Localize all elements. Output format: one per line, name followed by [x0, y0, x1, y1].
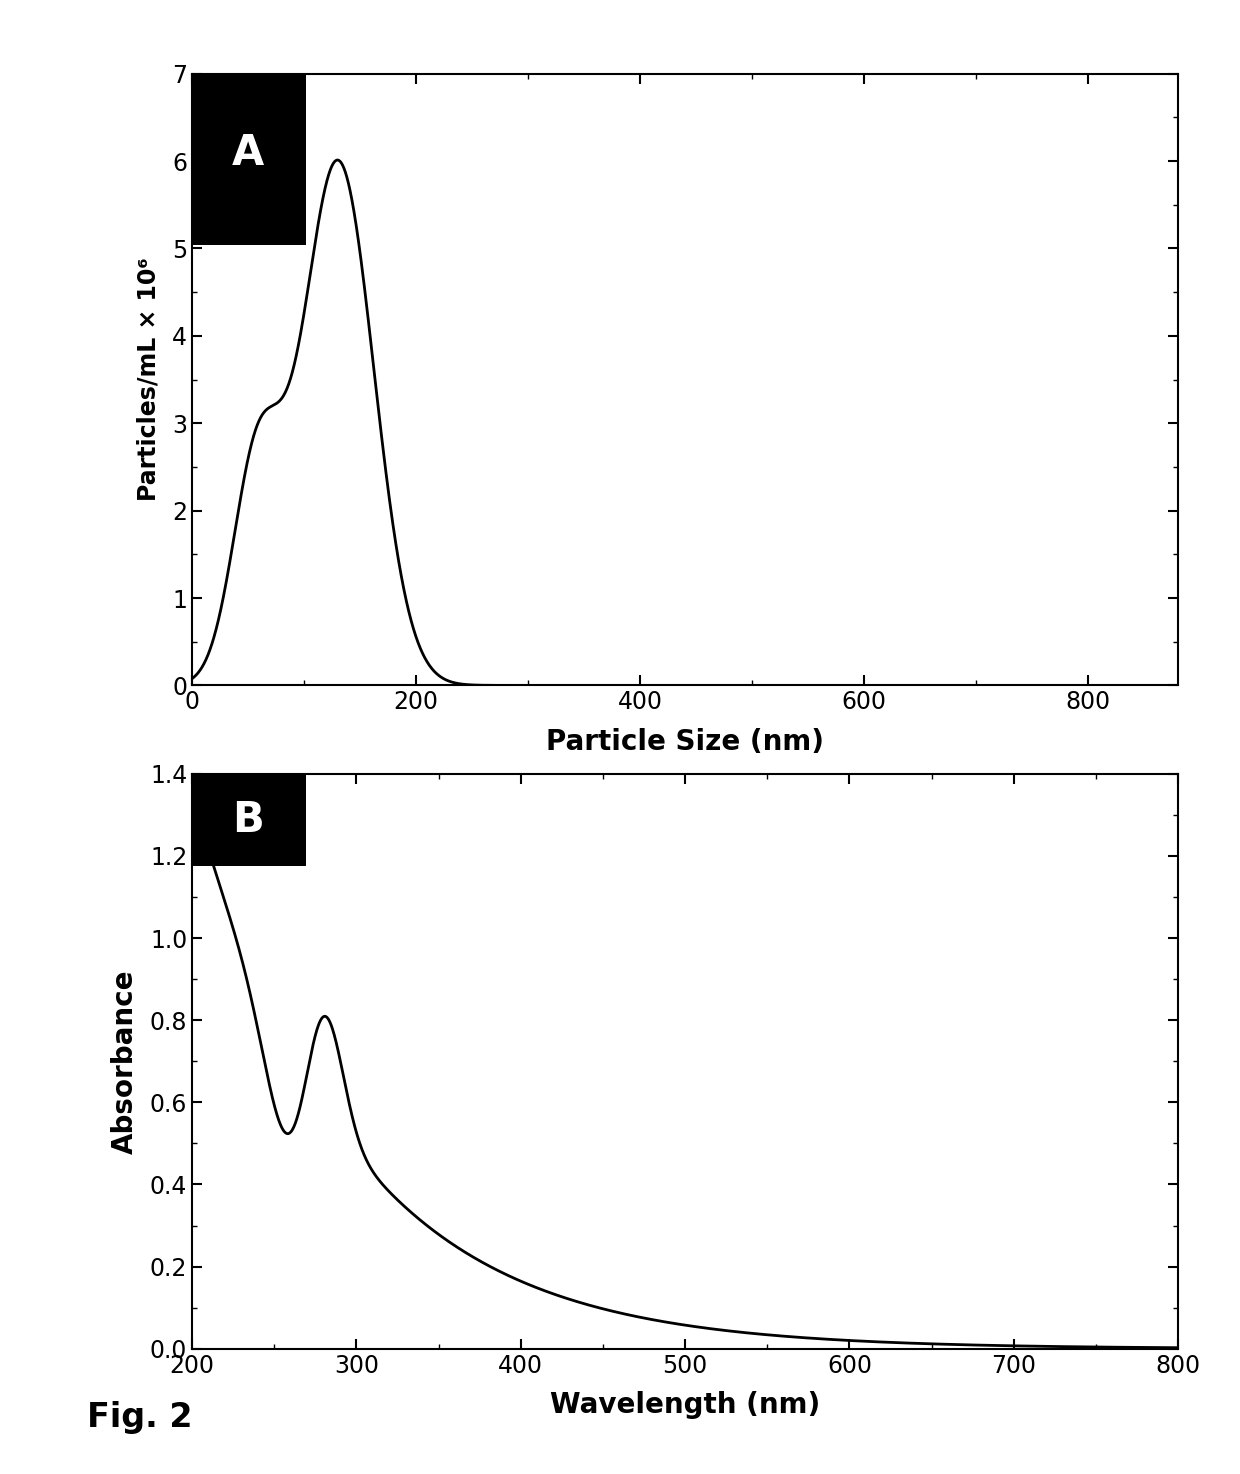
Text: Fig. 2: Fig. 2 [87, 1402, 192, 1434]
Text: A: A [232, 133, 264, 174]
X-axis label: Particle Size (nm): Particle Size (nm) [546, 728, 825, 756]
Bar [192, 774, 305, 865]
X-axis label: Wavelength (nm): Wavelength (nm) [551, 1391, 820, 1419]
Bar [192, 74, 305, 245]
Text: B: B [233, 799, 264, 840]
Y-axis label: Particles/mL × 10⁶: Particles/mL × 10⁶ [136, 258, 161, 501]
Y-axis label: Absorbance: Absorbance [110, 968, 139, 1154]
